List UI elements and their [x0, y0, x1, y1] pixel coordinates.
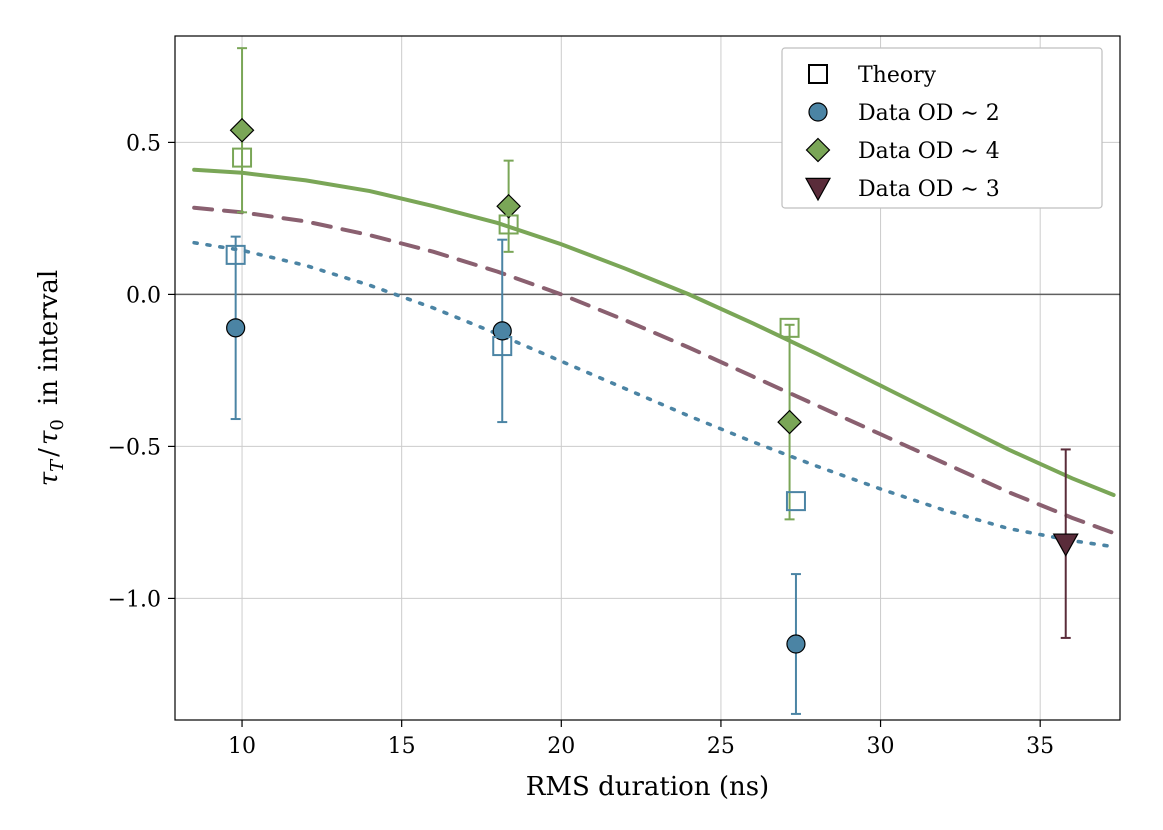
- chart-container: 10 15 20 25 30 35 −1.0 −0.5 0.0 0.5 RMS duration (…: [0, 0, 1163, 830]
- legend: Theory Data OD ∼ 2 Data OD ∼ 4 Data OD ∼ 3: [782, 48, 1102, 208]
- xtick-label: 30: [867, 734, 895, 759]
- ytick-label: 0.0: [126, 283, 161, 308]
- ytick-label: −0.5: [108, 435, 161, 460]
- svg-text:τT/τ0 in interval: τT/τ0 in interval: [34, 270, 68, 486]
- legend-label: Data OD ∼ 3: [858, 177, 1000, 202]
- ylabel: τT/τ0 in interval: [34, 270, 68, 486]
- xtick-label: 15: [388, 734, 416, 759]
- legend-label: Data OD ∼ 4: [858, 139, 1000, 164]
- chart-svg: 10 15 20 25 30 35 −1.0 −0.5 0.0 0.5 RMS duration (…: [0, 0, 1163, 830]
- xtick-label: 20: [547, 734, 575, 759]
- xtick-label: 10: [228, 734, 256, 759]
- xlabel: RMS duration (ns): [526, 772, 769, 802]
- ytick-label: 0.5: [126, 131, 161, 156]
- xtick-label: 35: [1026, 734, 1054, 759]
- xtick-label: 25: [707, 734, 735, 759]
- legend-label: Data OD ∼ 2: [858, 101, 1000, 126]
- legend-label: Theory: [858, 63, 937, 88]
- ytick-label: −1.0: [108, 587, 161, 612]
